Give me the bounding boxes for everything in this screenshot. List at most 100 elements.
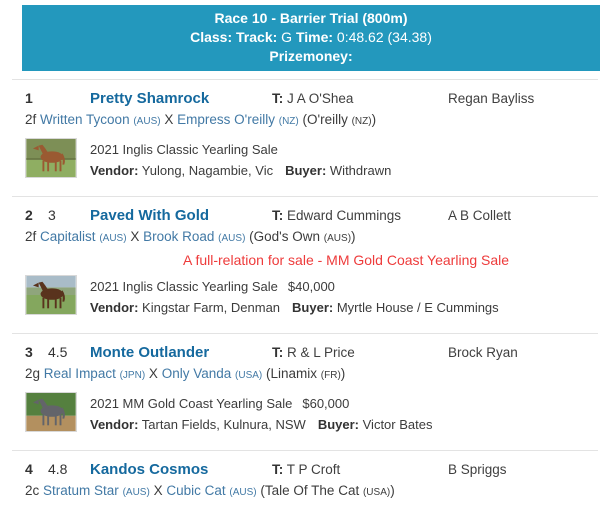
- sale-price: $40,000: [287, 279, 335, 294]
- divider: [12, 450, 598, 451]
- buyer-label: Buyer:: [317, 417, 359, 432]
- buyer-name: Victor Bates: [362, 417, 433, 432]
- sale-details: 2021 MM Gold Coast Yearling Sale $60,000 …: [90, 392, 432, 435]
- trainer-name: R & L Price: [287, 345, 355, 360]
- horse-name-link[interactable]: Paved With Gold: [90, 207, 210, 224]
- damsire-close-paren: ): [351, 229, 356, 244]
- horse-name-link[interactable]: Pretty Shamrock: [90, 90, 210, 107]
- finish-position: 2: [25, 207, 33, 223]
- vendor-label: Vendor:: [90, 300, 139, 315]
- horse-photo-thumbnail[interactable]: [25, 392, 77, 432]
- cross-symbol: X: [153, 483, 163, 498]
- buyer-label: Buyer:: [285, 163, 327, 178]
- damsire-text: (Linamix (FR)): [266, 366, 345, 381]
- horse-name-link[interactable]: Kandos Cosmos: [90, 461, 209, 478]
- track-label: Track:: [236, 29, 278, 45]
- damsire-close-paren: ): [390, 483, 395, 498]
- age-sex-prefix: 2c: [25, 483, 40, 498]
- trainer-label: T:: [272, 462, 284, 477]
- horse-name-link[interactable]: Monte Outlander: [90, 344, 210, 361]
- dam-link[interactable]: Cubic Cat (AUS): [166, 483, 256, 498]
- trainer-name: J A O'Shea: [287, 91, 354, 106]
- rider-name: A B Collett: [448, 208, 512, 223]
- divider: [12, 196, 598, 197]
- trainer-label: T:: [272, 345, 284, 360]
- dam-name: Cubic Cat: [166, 483, 226, 498]
- grey-horse-dirt-image: [26, 393, 76, 431]
- time-label: Time:: [295, 29, 334, 45]
- divider: [12, 79, 598, 80]
- sire-country: (AUS): [122, 487, 150, 498]
- sale-details: 2021 Inglis Classic Yearling Sale Vendor…: [90, 138, 391, 181]
- trainer-cell: T: R & L Price: [272, 343, 448, 363]
- sire-name: Stratum Star: [43, 483, 119, 498]
- rider-name: B Spriggs: [448, 462, 507, 477]
- cross-symbol: X: [130, 229, 140, 244]
- bay-horse-field-image: [26, 276, 76, 314]
- damsire-name: (O'reilly: [302, 112, 348, 127]
- horse-photo-thumbnail[interactable]: [25, 275, 77, 315]
- buyer-name: Withdrawn: [329, 163, 392, 178]
- dam-link[interactable]: Empress O'reilly (NZ): [177, 112, 299, 127]
- damsire-country: (USA): [362, 487, 391, 498]
- runner-entry: 1 Pretty Shamrock T: J A O'Shea Regan Ba…: [0, 80, 600, 188]
- rider-name: Regan Bayliss: [448, 91, 535, 106]
- sire-country: (AUS): [133, 116, 161, 127]
- vendor-buyer-line: Vendor: Yulong, Nagambie, Vic Buyer: With…: [90, 160, 391, 181]
- runner-entry: 4 4.8 Kandos Cosmos T: T P Croft B Sprig…: [0, 451, 600, 510]
- age-sex-prefix: 2g: [25, 366, 41, 381]
- dam-name: Empress O'reilly: [177, 112, 275, 127]
- damsire-name: (Linamix: [266, 366, 318, 381]
- dam-link[interactable]: Brook Road (AUS): [143, 229, 245, 244]
- vendor-name: Kingstar Farm, Denman: [142, 300, 281, 315]
- margin-value: 4.5: [48, 344, 68, 360]
- sale-title-line: 2021 MM Gold Coast Yearling Sale $60,000: [90, 393, 432, 414]
- runner-row: 3 4.5 Monte Outlander T: R & L Price Bro…: [25, 342, 600, 363]
- finish-position: 1: [25, 90, 33, 106]
- trainer-cell: T: T P Croft: [272, 460, 448, 480]
- dam-name: Brook Road: [143, 229, 215, 244]
- horse-photo-thumbnail[interactable]: [25, 138, 77, 178]
- sire-country: (AUS): [99, 233, 127, 244]
- damsire-text: (Tale Of The Cat (USA)): [260, 483, 394, 498]
- pedigree-line: 2f Written Tycoon (AUS) X Empress O'reil…: [25, 110, 600, 132]
- buyer-name: Myrtle House / E Cummings: [336, 300, 499, 315]
- runner-row: 2 3 Paved With Gold T: Edward Cummings A…: [25, 205, 600, 226]
- trainer-name: T P Croft: [286, 462, 341, 477]
- trainer-label: T:: [272, 91, 284, 106]
- sale-title-line: 2021 Inglis Classic Yearling Sale: [90, 139, 391, 160]
- chestnut-horse-paddock-image: [26, 139, 76, 177]
- pedigree-line: 2g Real Impact (JPN) X Only Vanda (USA) …: [25, 364, 600, 386]
- sale-name: 2021 MM Gold Coast Yearling Sale: [90, 396, 293, 411]
- trainer-name: Edward Cummings: [287, 208, 402, 223]
- cross-symbol: X: [164, 112, 174, 127]
- sire-link[interactable]: Written Tycoon (AUS): [40, 112, 161, 127]
- runner-row: 1 Pretty Shamrock T: J A O'Shea Regan Ba…: [25, 88, 600, 109]
- vendor-buyer-line: Vendor: Kingstar Farm, Denman Buyer: Myrt…: [90, 297, 499, 318]
- sale-name: 2021 Inglis Classic Yearling Sale: [90, 142, 278, 157]
- age-sex-prefix: 2f: [25, 229, 37, 244]
- sale-name: 2021 Inglis Classic Yearling Sale: [90, 279, 278, 294]
- sale-info: 2021 Inglis Classic Yearling Sale Vendor…: [25, 138, 600, 181]
- finish-position: 4: [25, 461, 33, 477]
- sale-title-line: 2021 Inglis Classic Yearling Sale $40,000: [90, 276, 499, 297]
- track-value: G: [281, 29, 293, 45]
- margin-value: 3: [48, 207, 56, 223]
- damsire-country: (NZ): [351, 116, 372, 127]
- race-class-track-time: Class: Track: G Time: 0:48.62 (34.38): [22, 28, 600, 47]
- sire-link[interactable]: Capitalist (AUS): [40, 229, 127, 244]
- vendor-label: Vendor:: [90, 163, 139, 178]
- runner-entry: 2 3 Paved With Gold T: Edward Cummings A…: [0, 197, 600, 325]
- dam-country: (USA): [235, 370, 263, 381]
- sire-country: (JPN): [119, 370, 146, 381]
- buyer-label: Buyer:: [292, 300, 334, 315]
- sire-link[interactable]: Real Impact (JPN): [44, 366, 145, 381]
- vendor-label: Vendor:: [90, 417, 139, 432]
- race-header: Race 10 - Barrier Trial (800m) Class: Tr…: [22, 5, 600, 71]
- vendor-name: Yulong, Nagambie, Vic: [141, 163, 274, 178]
- time-value: 0:48.62 (34.38): [336, 29, 432, 45]
- sire-link[interactable]: Stratum Star (AUS): [43, 483, 150, 498]
- dam-country: (AUS): [229, 487, 257, 498]
- dam-link[interactable]: Only Vanda (USA): [162, 366, 263, 381]
